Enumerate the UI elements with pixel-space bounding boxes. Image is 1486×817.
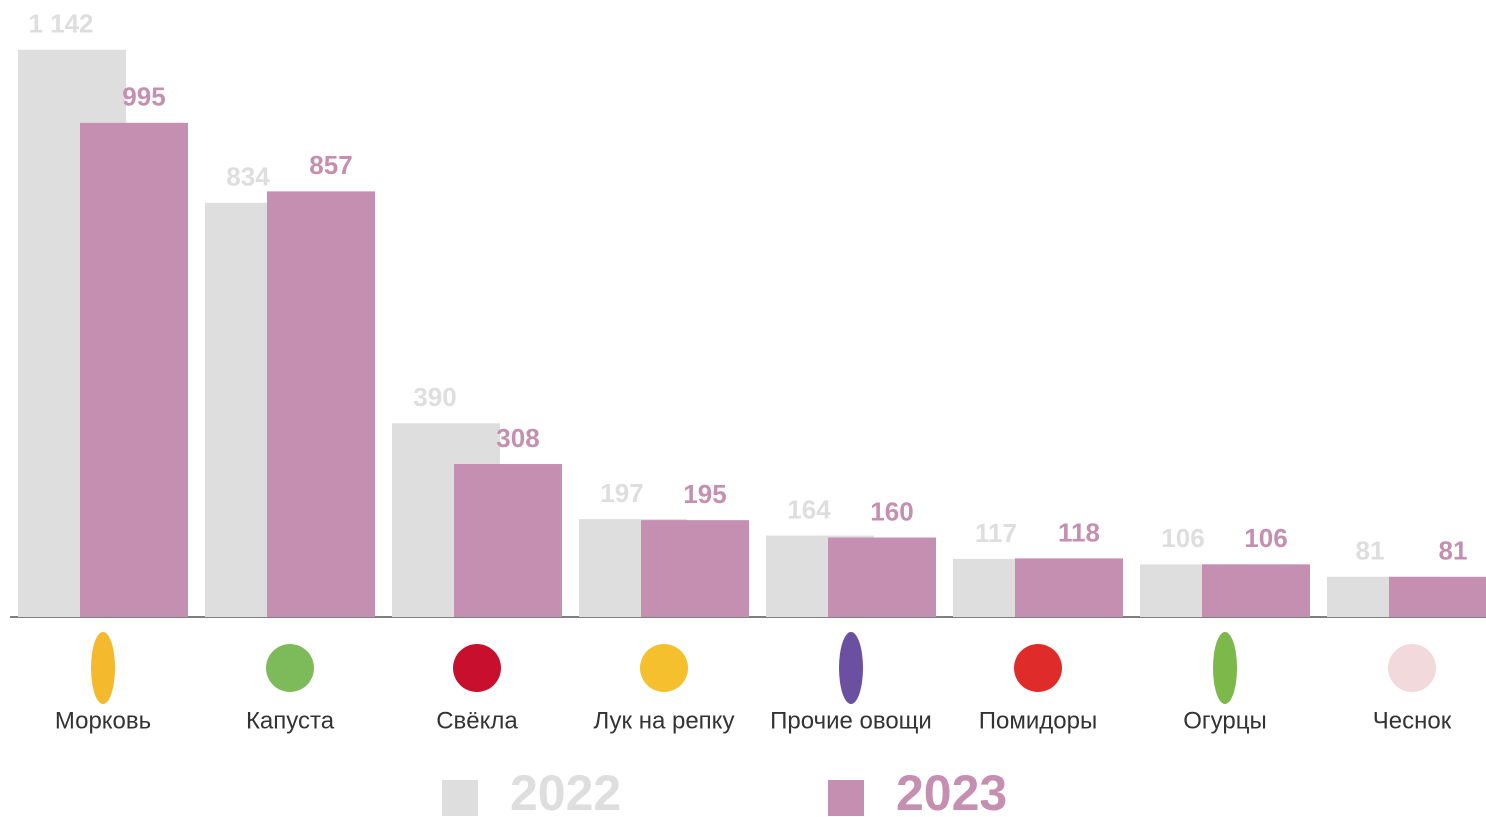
category-icon bbox=[839, 632, 863, 704]
category-label: Лук на репку bbox=[594, 707, 735, 734]
category-icon bbox=[1014, 644, 1062, 692]
category-label: Капуста bbox=[246, 707, 335, 734]
legend-swatch bbox=[828, 780, 864, 816]
category-label: Морковь bbox=[55, 707, 151, 734]
value-label: 106 bbox=[1244, 523, 1287, 553]
value-label: 834 bbox=[226, 162, 270, 192]
legend-swatch bbox=[442, 780, 478, 816]
value-label: 81 bbox=[1356, 536, 1385, 566]
value-label: 118 bbox=[1058, 517, 1100, 547]
value-label: 160 bbox=[870, 496, 913, 526]
value-label: 390 bbox=[413, 382, 456, 412]
value-label: 1 142 bbox=[28, 9, 93, 39]
category-label: Чеснок bbox=[1373, 707, 1452, 734]
category-icon bbox=[91, 632, 115, 704]
category-icon bbox=[1388, 644, 1436, 692]
value-label: 117 bbox=[975, 518, 1017, 548]
value-label: 197 bbox=[600, 478, 643, 508]
value-label: 995 bbox=[122, 82, 165, 112]
value-label: 195 bbox=[683, 479, 726, 509]
bar bbox=[454, 464, 562, 617]
category-icon bbox=[640, 644, 688, 692]
bar bbox=[80, 122, 188, 618]
category-icon bbox=[1213, 632, 1237, 704]
bar bbox=[1389, 576, 1486, 617]
bar bbox=[641, 520, 749, 617]
legend-label: 2022 bbox=[510, 765, 621, 817]
value-label: 164 bbox=[787, 494, 831, 524]
category-icon bbox=[453, 644, 501, 692]
value-label: 81 bbox=[1439, 536, 1468, 566]
bar bbox=[828, 537, 936, 617]
category-label: Помидоры bbox=[979, 707, 1097, 734]
bar bbox=[1202, 564, 1310, 617]
value-label: 106 bbox=[1161, 523, 1204, 553]
category-label: Огурцы bbox=[1183, 707, 1267, 734]
bar bbox=[267, 191, 375, 617]
value-label: 308 bbox=[496, 423, 539, 453]
legend-label: 2023 bbox=[896, 765, 1007, 817]
value-label: 857 bbox=[309, 150, 352, 180]
category-label: Прочие овощи bbox=[770, 707, 932, 734]
category-icon bbox=[266, 644, 314, 692]
bar bbox=[1015, 558, 1123, 617]
category-label: Свёкла bbox=[436, 707, 518, 734]
